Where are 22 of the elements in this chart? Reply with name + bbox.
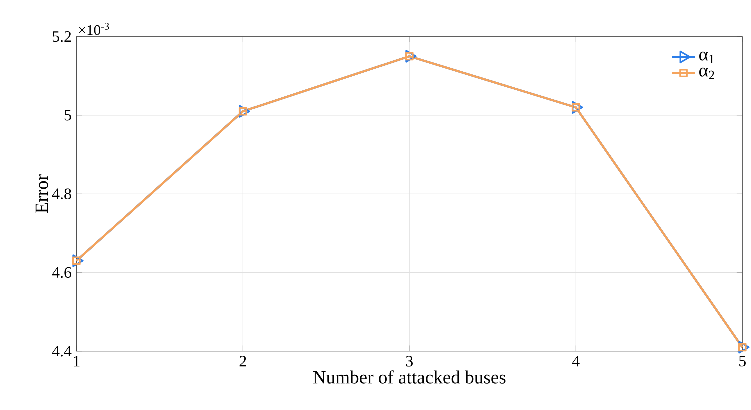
text: ×10$^{-3}$ — [79, 22, 110, 36]
x-tick-label: 5 — [740, 356, 746, 367]
point — [72, 254, 84, 268]
y-tick-label: 5 — [64, 110, 72, 121]
point — [72, 256, 81, 266]
y-tick-label: 4.8 — [52, 188, 72, 200]
x-tick-label: 4 — [572, 356, 580, 367]
x-tick-label: 1 — [74, 356, 80, 367]
legend-label: α$_{2}$ — [700, 68, 714, 80]
point — [239, 105, 250, 118]
y-tick-label: 4.4 — [52, 346, 72, 357]
y-axis-title: Error — [36, 174, 48, 214]
x-axis-title: Number of attacked buses — [313, 370, 506, 384]
x-tick-label: 3 — [406, 356, 413, 367]
y-tick-label: 4.6 — [52, 267, 72, 278]
point — [238, 107, 248, 116]
point — [572, 103, 580, 112]
legend-label: α$_{1}$ — [700, 52, 714, 64]
point — [738, 343, 747, 352]
x-tick-label: 2 — [240, 356, 246, 367]
y-tick-label: 5.2 — [52, 31, 72, 42]
point — [405, 52, 414, 61]
